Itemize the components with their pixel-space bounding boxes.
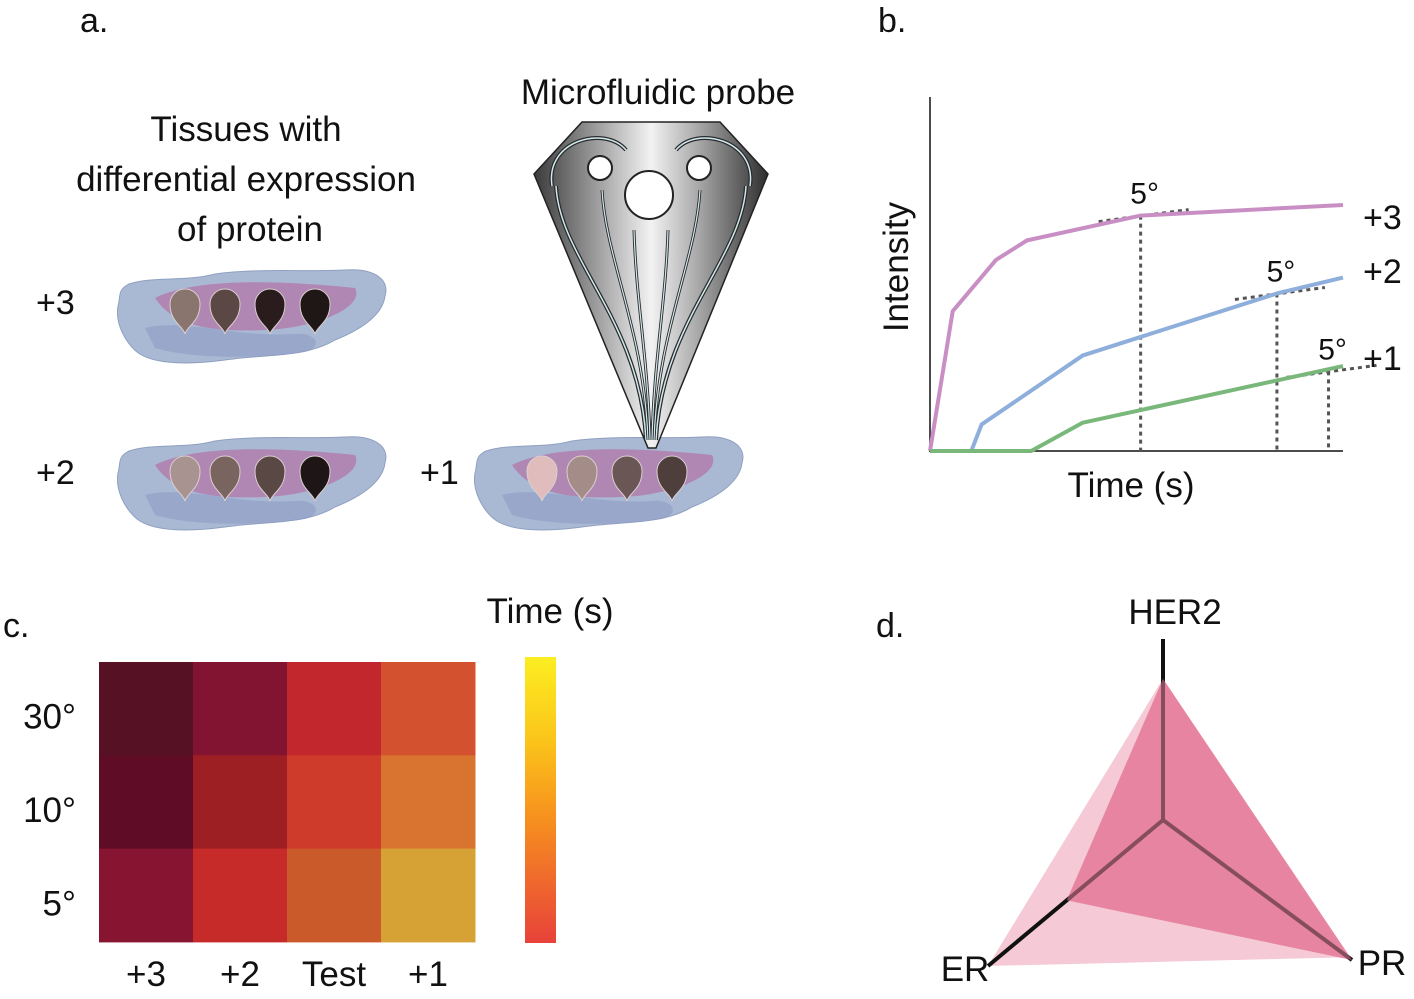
- stain-drop: [299, 455, 331, 502]
- heatmap-y-label: 10°: [23, 791, 76, 830]
- tissue-stroma: [145, 492, 316, 524]
- radar-axis-pr: PR: [1358, 944, 1407, 983]
- heatmap-x-label: +2: [220, 955, 260, 994]
- radar-axis-er: ER: [941, 950, 990, 989]
- stain-drop: [254, 288, 286, 335]
- series-label-2: +2: [1363, 253, 1402, 291]
- tissue-title-line3: of protein: [177, 210, 323, 249]
- colorbar: [525, 657, 556, 943]
- tissue-section: [116, 269, 387, 364]
- heatmap-y-label: 5°: [43, 884, 76, 923]
- probe-port-right: [686, 155, 712, 181]
- heatmap-cell: [193, 662, 288, 756]
- radar-axis-her2: HER2: [1128, 593, 1221, 632]
- radar-chart: [986, 639, 1354, 968]
- series-line: [928, 202, 1344, 452]
- probe-title: Microfluidic probe: [521, 73, 795, 112]
- heatmap-cell: [381, 755, 476, 850]
- angle-label: 5°: [1318, 333, 1347, 366]
- tissue-sections: [116, 269, 744, 531]
- stain-drop: [611, 455, 643, 502]
- stain-drop: [254, 455, 286, 502]
- angle-label: 5°: [1130, 178, 1159, 211]
- heatmap-cell: [193, 848, 288, 943]
- tangent-line: [1286, 363, 1377, 379]
- heatmap-y-label: 30°: [23, 698, 76, 737]
- stain-drop: [656, 455, 688, 502]
- angle-label: 5°: [1267, 255, 1296, 288]
- heatmap-cell: [193, 755, 288, 850]
- panel-a-label: a.: [80, 2, 108, 40]
- probe-port-center: [624, 170, 674, 220]
- series-line: [930, 275, 1344, 453]
- series-line: [930, 364, 1344, 453]
- tissue-section: [116, 436, 387, 531]
- stain-drop: [209, 455, 241, 502]
- stain-drop: [169, 455, 201, 502]
- stain-drop: [209, 288, 241, 335]
- tissue-title-line1: Tissues with: [150, 110, 341, 149]
- stain-drop: [526, 455, 558, 502]
- tissue-section: [473, 436, 744, 531]
- intensity-y-label: Intensity: [877, 201, 916, 332]
- microfluidic-probe: [533, 121, 769, 449]
- tissue-label-1: +1: [420, 454, 459, 492]
- heatmap: 30° 10° 5° +3 +2 Test +1: [23, 662, 476, 994]
- heatmap-cell: [287, 662, 382, 756]
- heatmap-cell: [99, 662, 194, 756]
- tangent-line: [1234, 285, 1326, 301]
- tissue-label-3: +3: [36, 284, 75, 322]
- heatmap-cell: [381, 662, 476, 756]
- heatmap-cell: [287, 755, 382, 850]
- tissue-label-2: +2: [36, 454, 75, 492]
- stain-drop: [566, 455, 598, 502]
- tissue-stroma: [145, 325, 316, 357]
- panel-c-label: c.: [3, 607, 29, 645]
- radar-area-inner: [1066, 678, 1352, 960]
- probe-port-left: [587, 155, 613, 181]
- colorbar-title: Time (s): [486, 592, 613, 631]
- heatmap-cell: [381, 848, 476, 943]
- heatmap-cell: [287, 848, 382, 943]
- stain-drop: [299, 288, 331, 335]
- tissue-title-line2: differential expression: [76, 160, 416, 199]
- heatmap-cell: [99, 755, 194, 850]
- heatmap-x-label: Test: [302, 955, 366, 994]
- tissue-stroma: [502, 492, 673, 524]
- tangent-line: [1098, 208, 1189, 224]
- heatmap-cell: [99, 848, 194, 943]
- panel-b-label: b.: [878, 2, 906, 40]
- series-label-3: +3: [1363, 199, 1402, 237]
- intensity-lines: 5° 5° 5°: [928, 178, 1377, 453]
- panel-d-label: d.: [876, 607, 904, 645]
- intensity-x-label: Time (s): [1067, 466, 1194, 505]
- stain-drop: [169, 288, 201, 335]
- heatmap-x-label: +3: [126, 955, 166, 994]
- series-label-1: +1: [1363, 340, 1402, 378]
- heatmap-x-label: +1: [408, 955, 448, 994]
